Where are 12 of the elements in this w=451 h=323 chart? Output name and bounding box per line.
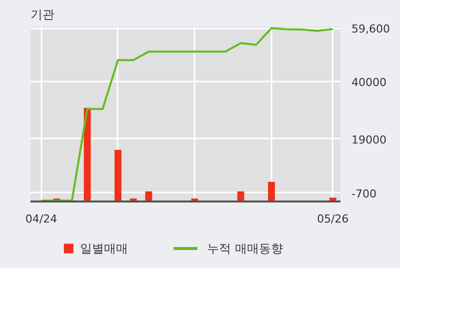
bar xyxy=(114,150,122,202)
bar xyxy=(145,191,152,202)
x-tick-label: 05/26 xyxy=(316,212,349,226)
legend-label: 일별매매 xyxy=(80,242,128,256)
bar xyxy=(268,182,275,202)
y-tick-label: -700 xyxy=(352,187,376,200)
y-tick-label: 59,600 xyxy=(352,22,390,36)
legend-label: 누적 매매동향 xyxy=(206,242,283,256)
x-tick-label: 04/24 xyxy=(25,212,58,226)
y-tick-label: 40000 xyxy=(352,76,386,90)
chart-title: 기관 xyxy=(30,8,54,22)
y-tick-label: 19000 xyxy=(352,133,386,146)
